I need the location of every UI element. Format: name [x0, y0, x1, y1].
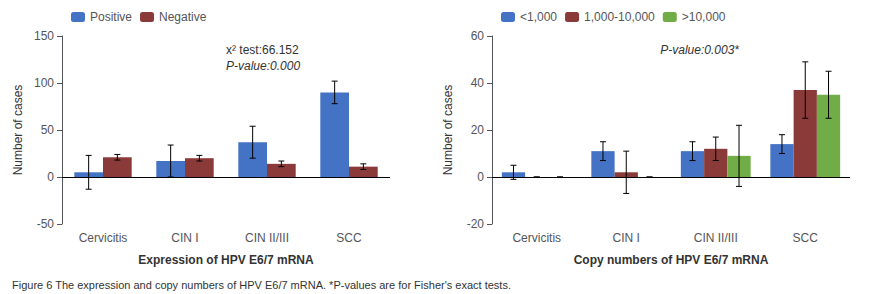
svg-text:CIN II/III: CIN II/III [694, 231, 738, 245]
svg-text:P-value:0.003*: P-value:0.003* [660, 43, 739, 57]
svg-text:x² test:66.152: x² test:66.152 [226, 43, 299, 57]
svg-text:Number of cases: Number of cases [11, 85, 25, 176]
svg-text:50: 50 [41, 123, 55, 137]
svg-text:<1,000: <1,000 [520, 10, 557, 24]
svg-text:0: 0 [47, 170, 54, 184]
svg-text:-20: -20 [467, 217, 485, 231]
svg-text:20: 20 [471, 123, 485, 137]
svg-text:P-value:0.000: P-value:0.000 [226, 59, 300, 73]
svg-text:150: 150 [34, 29, 54, 43]
svg-text:60: 60 [471, 29, 485, 43]
svg-text:SCC: SCC [336, 231, 362, 245]
svg-text:0: 0 [477, 170, 484, 184]
svg-text:CIN I: CIN I [613, 231, 640, 245]
svg-text:40: 40 [471, 76, 485, 90]
svg-text:CIN I: CIN I [171, 231, 198, 245]
svg-text:Copy numbers of HPV E6/7 mRNA: Copy numbers of HPV E6/7 mRNA [574, 253, 769, 267]
svg-text:-50: -50 [37, 217, 55, 231]
svg-text:SCC: SCC [793, 231, 819, 245]
svg-text:>10,000: >10,000 [682, 10, 726, 24]
svg-text:Number of cases: Number of cases [441, 85, 455, 176]
svg-text:Negative: Negative [159, 10, 207, 24]
svg-text:Figure 6 The expression and co: Figure 6 The expression and copy numbers… [12, 279, 511, 291]
svg-text:Cervicitis: Cervicitis [79, 231, 128, 245]
svg-text:Cervicitis: Cervicitis [512, 231, 561, 245]
svg-text:CIN II/III: CIN II/III [245, 231, 289, 245]
svg-text:Positive: Positive [90, 10, 132, 24]
svg-text:Expression of HPV E6/7 mRNA: Expression of HPV E6/7 mRNA [138, 253, 314, 267]
svg-text:1,000-10,000: 1,000-10,000 [584, 10, 655, 24]
svg-text:100: 100 [34, 76, 54, 90]
